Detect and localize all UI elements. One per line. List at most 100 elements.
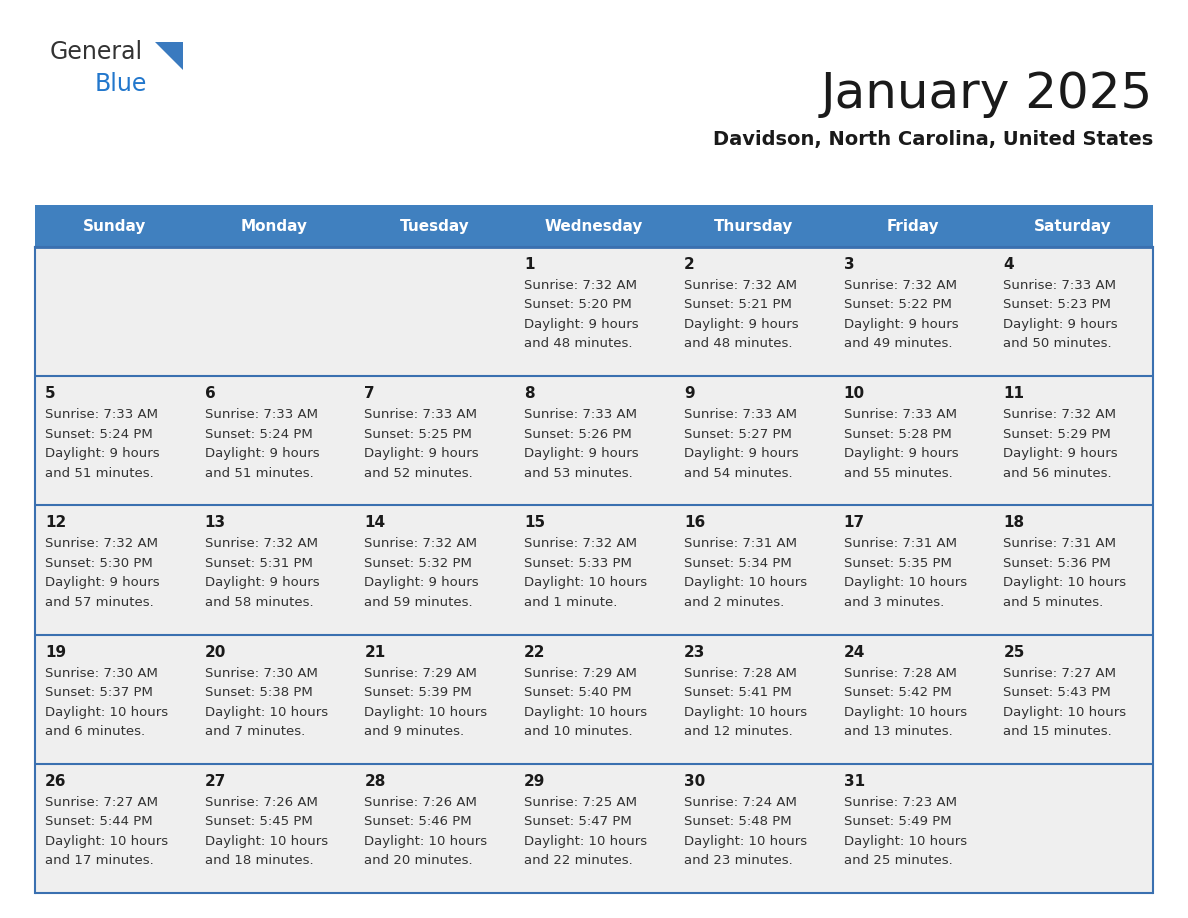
Text: Sunrise: 7:26 AM: Sunrise: 7:26 AM xyxy=(204,796,317,809)
Text: Sunrise: 7:32 AM: Sunrise: 7:32 AM xyxy=(204,537,317,551)
Text: and 53 minutes.: and 53 minutes. xyxy=(524,466,633,480)
Bar xyxy=(354,247,514,376)
Text: and 23 minutes.: and 23 minutes. xyxy=(684,855,792,868)
Bar xyxy=(354,205,514,247)
Text: 26: 26 xyxy=(45,774,67,789)
Text: 7: 7 xyxy=(365,386,375,401)
Text: Sunset: 5:36 PM: Sunset: 5:36 PM xyxy=(1004,557,1111,570)
Text: and 51 minutes.: and 51 minutes. xyxy=(45,466,153,480)
Text: Daylight: 10 hours: Daylight: 10 hours xyxy=(365,706,487,719)
Text: 10: 10 xyxy=(843,386,865,401)
Text: 8: 8 xyxy=(524,386,535,401)
Text: Sunset: 5:48 PM: Sunset: 5:48 PM xyxy=(684,815,791,828)
Text: Daylight: 10 hours: Daylight: 10 hours xyxy=(843,834,967,848)
Text: 22: 22 xyxy=(524,644,545,660)
Bar xyxy=(834,506,993,634)
Text: Sunset: 5:26 PM: Sunset: 5:26 PM xyxy=(524,428,632,441)
Text: Sunrise: 7:33 AM: Sunrise: 7:33 AM xyxy=(204,409,317,421)
Text: Sunset: 5:31 PM: Sunset: 5:31 PM xyxy=(204,557,312,570)
Bar xyxy=(514,205,674,247)
Text: Daylight: 9 hours: Daylight: 9 hours xyxy=(843,447,959,460)
Bar xyxy=(514,247,674,376)
Text: Sunset: 5:28 PM: Sunset: 5:28 PM xyxy=(843,428,952,441)
Text: 16: 16 xyxy=(684,515,706,531)
Text: and 48 minutes.: and 48 minutes. xyxy=(684,338,792,351)
Bar xyxy=(34,634,195,764)
Text: 15: 15 xyxy=(524,515,545,531)
Text: 13: 13 xyxy=(204,515,226,531)
Text: Daylight: 10 hours: Daylight: 10 hours xyxy=(204,706,328,719)
Text: Sunset: 5:25 PM: Sunset: 5:25 PM xyxy=(365,428,473,441)
Text: Sunset: 5:24 PM: Sunset: 5:24 PM xyxy=(45,428,153,441)
Text: and 7 minutes.: and 7 minutes. xyxy=(204,725,305,738)
Text: Daylight: 10 hours: Daylight: 10 hours xyxy=(684,577,807,589)
Text: Sunset: 5:34 PM: Sunset: 5:34 PM xyxy=(684,557,791,570)
Bar xyxy=(674,764,834,893)
Text: Sunrise: 7:27 AM: Sunrise: 7:27 AM xyxy=(45,796,158,809)
Bar xyxy=(195,764,354,893)
Text: Sunset: 5:39 PM: Sunset: 5:39 PM xyxy=(365,686,472,700)
Bar xyxy=(514,764,674,893)
Text: 9: 9 xyxy=(684,386,695,401)
Text: General: General xyxy=(50,40,143,64)
Text: Sunrise: 7:33 AM: Sunrise: 7:33 AM xyxy=(1004,279,1117,292)
Text: 5: 5 xyxy=(45,386,56,401)
Text: Saturday: Saturday xyxy=(1035,218,1112,233)
Bar xyxy=(514,506,674,634)
Bar xyxy=(993,205,1154,247)
Text: and 48 minutes.: and 48 minutes. xyxy=(524,338,633,351)
Bar xyxy=(993,506,1154,634)
Text: Sunrise: 7:33 AM: Sunrise: 7:33 AM xyxy=(45,409,158,421)
Text: Sunset: 5:42 PM: Sunset: 5:42 PM xyxy=(843,686,952,700)
Bar xyxy=(34,205,195,247)
Text: Daylight: 10 hours: Daylight: 10 hours xyxy=(1004,706,1126,719)
Text: and 50 minutes.: and 50 minutes. xyxy=(1004,338,1112,351)
Text: and 59 minutes.: and 59 minutes. xyxy=(365,596,473,609)
Polygon shape xyxy=(154,42,183,70)
Text: Daylight: 10 hours: Daylight: 10 hours xyxy=(204,834,328,848)
Text: Sunset: 5:35 PM: Sunset: 5:35 PM xyxy=(843,557,952,570)
Text: 6: 6 xyxy=(204,386,215,401)
Text: and 13 minutes.: and 13 minutes. xyxy=(843,725,953,738)
Text: Davidson, North Carolina, United States: Davidson, North Carolina, United States xyxy=(713,130,1154,149)
Text: 28: 28 xyxy=(365,774,386,789)
Text: Daylight: 9 hours: Daylight: 9 hours xyxy=(1004,447,1118,460)
Text: Daylight: 10 hours: Daylight: 10 hours xyxy=(524,577,647,589)
Text: 24: 24 xyxy=(843,644,865,660)
Text: Sunset: 5:37 PM: Sunset: 5:37 PM xyxy=(45,686,153,700)
Text: Sunset: 5:27 PM: Sunset: 5:27 PM xyxy=(684,428,791,441)
Text: and 22 minutes.: and 22 minutes. xyxy=(524,855,633,868)
Bar xyxy=(514,634,674,764)
Text: Monday: Monday xyxy=(241,218,308,233)
Text: Sunset: 5:43 PM: Sunset: 5:43 PM xyxy=(1004,686,1111,700)
Text: Sunrise: 7:32 AM: Sunrise: 7:32 AM xyxy=(524,279,637,292)
Text: Sunrise: 7:32 AM: Sunrise: 7:32 AM xyxy=(45,537,158,551)
Text: 18: 18 xyxy=(1004,515,1024,531)
Bar xyxy=(34,376,195,506)
Text: Sunset: 5:22 PM: Sunset: 5:22 PM xyxy=(843,298,952,311)
Bar xyxy=(674,634,834,764)
Bar xyxy=(993,634,1154,764)
Bar xyxy=(993,247,1154,376)
Text: 1: 1 xyxy=(524,257,535,272)
Text: Daylight: 10 hours: Daylight: 10 hours xyxy=(45,706,169,719)
Bar xyxy=(674,205,834,247)
Bar xyxy=(354,376,514,506)
Text: Sunrise: 7:28 AM: Sunrise: 7:28 AM xyxy=(684,666,797,679)
Text: and 51 minutes.: and 51 minutes. xyxy=(204,466,314,480)
Text: Sunset: 5:30 PM: Sunset: 5:30 PM xyxy=(45,557,153,570)
Bar xyxy=(674,247,834,376)
Text: Sunset: 5:23 PM: Sunset: 5:23 PM xyxy=(1004,298,1111,311)
Text: Daylight: 9 hours: Daylight: 9 hours xyxy=(684,318,798,331)
Text: Daylight: 10 hours: Daylight: 10 hours xyxy=(684,834,807,848)
Text: January 2025: January 2025 xyxy=(821,70,1154,118)
Text: Sunset: 5:41 PM: Sunset: 5:41 PM xyxy=(684,686,791,700)
Text: Sunrise: 7:31 AM: Sunrise: 7:31 AM xyxy=(843,537,956,551)
Text: Sunset: 5:44 PM: Sunset: 5:44 PM xyxy=(45,815,152,828)
Text: Sunset: 5:40 PM: Sunset: 5:40 PM xyxy=(524,686,632,700)
Text: and 10 minutes.: and 10 minutes. xyxy=(524,725,633,738)
Bar xyxy=(993,376,1154,506)
Text: and 5 minutes.: and 5 minutes. xyxy=(1004,596,1104,609)
Text: 25: 25 xyxy=(1004,644,1025,660)
Text: and 17 minutes.: and 17 minutes. xyxy=(45,855,153,868)
